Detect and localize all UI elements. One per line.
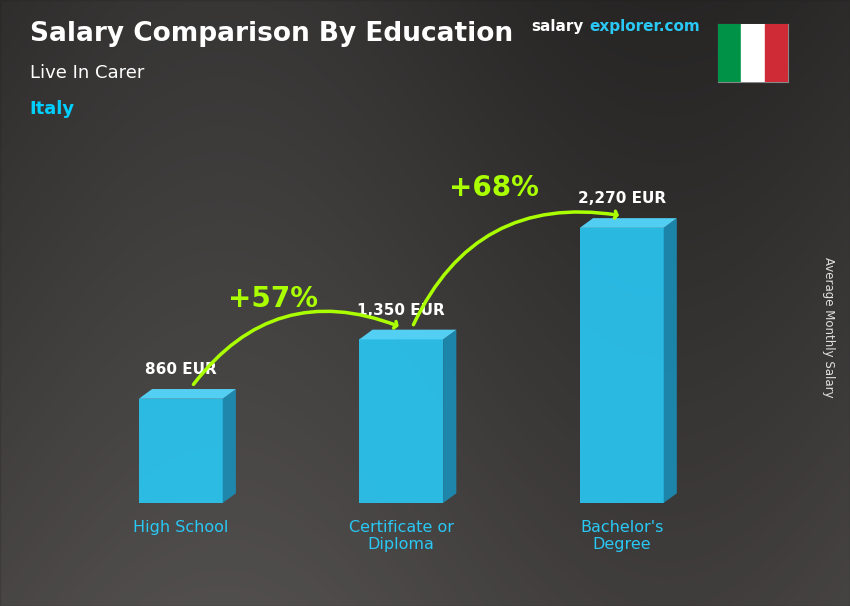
Text: 1,350 EUR: 1,350 EUR [357, 302, 445, 318]
Text: 860 EUR: 860 EUR [144, 362, 217, 377]
Bar [360, 339, 443, 503]
Bar [765, 24, 788, 82]
Polygon shape [139, 389, 235, 399]
Text: +57%: +57% [229, 285, 319, 313]
Text: salary: salary [531, 19, 584, 35]
Bar [139, 399, 223, 503]
Bar [718, 24, 741, 82]
Text: explorer.com: explorer.com [589, 19, 700, 35]
Bar [580, 228, 664, 503]
Text: +68%: +68% [449, 174, 539, 202]
Text: Live In Carer: Live In Carer [30, 64, 145, 82]
Polygon shape [360, 330, 456, 339]
Polygon shape [443, 330, 456, 503]
Text: 2,270 EUR: 2,270 EUR [578, 191, 666, 206]
Polygon shape [580, 218, 677, 228]
Text: Average Monthly Salary: Average Monthly Salary [822, 257, 836, 398]
Text: Italy: Italy [30, 100, 75, 118]
Bar [741, 24, 765, 82]
Polygon shape [664, 218, 677, 503]
Polygon shape [223, 389, 235, 503]
Text: Salary Comparison By Education: Salary Comparison By Education [30, 21, 513, 47]
